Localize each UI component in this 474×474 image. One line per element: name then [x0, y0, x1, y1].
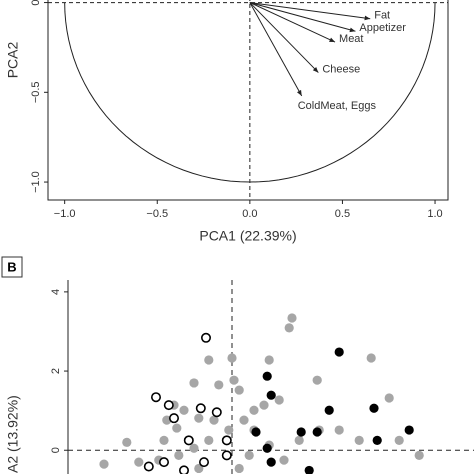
data-point: [279, 455, 289, 465]
data-point: [296, 427, 306, 437]
arrow-label: ColdMeat, Eggs: [298, 100, 377, 112]
loading-arrow: [249, 2, 319, 73]
data-point: [414, 450, 424, 460]
data-point: [209, 415, 219, 425]
data-point: [179, 465, 189, 474]
data-point: [174, 450, 184, 460]
data-point: [354, 435, 364, 445]
data-point: [151, 392, 162, 403]
data-point: [234, 385, 244, 395]
data-point: [259, 400, 269, 410]
data-point: [204, 435, 214, 445]
data-point: [366, 353, 376, 363]
data-point: [266, 457, 276, 467]
x-tick-label: 1.0: [427, 208, 442, 220]
data-point: [159, 435, 169, 445]
data-point: [169, 413, 180, 424]
y-tick-label: 2: [50, 368, 62, 374]
data-point: [172, 423, 182, 433]
data-point: [122, 437, 132, 447]
data-point: [384, 393, 394, 403]
data-point: [229, 375, 239, 385]
arrow-label: Fat: [374, 10, 390, 22]
data-point: [312, 427, 322, 437]
data-point: [312, 375, 322, 385]
arrow-label: Cheese: [322, 63, 360, 75]
data-point: [143, 461, 154, 472]
data-point: [369, 403, 379, 413]
data-point: [159, 457, 170, 468]
plot-frame: [47, 0, 449, 201]
data-point: [189, 378, 199, 388]
data-point: [284, 323, 294, 333]
x-tick-label: 0.5: [335, 208, 350, 220]
data-point: [334, 425, 344, 435]
arrow-head: [349, 27, 356, 33]
data-point: [394, 435, 404, 445]
data-point: [372, 435, 382, 445]
x-tick-label: 0.0: [242, 208, 257, 220]
data-point: [287, 313, 297, 323]
arrow-head: [296, 89, 302, 96]
data-point: [204, 355, 214, 365]
data-point: [334, 347, 344, 357]
panel-label: B: [7, 259, 16, 274]
data-point: [264, 355, 274, 365]
data-point: [214, 380, 224, 390]
arrow-head: [329, 37, 336, 43]
arrow-label: Meat: [339, 33, 363, 45]
x-axis-title: PCA1 (22.39%): [199, 228, 296, 244]
data-point: [183, 435, 194, 446]
data-point: [324, 405, 334, 415]
data-point: [239, 415, 249, 425]
arrow-label: Appetizer: [359, 22, 406, 34]
data-point: [262, 371, 272, 381]
data-point: [262, 443, 272, 453]
data-point: [404, 425, 414, 435]
data-point: [195, 403, 206, 414]
arrow-head: [312, 66, 319, 73]
data-point: [266, 390, 276, 400]
data-point: [134, 457, 144, 467]
y-tick-label: −0.5: [30, 81, 42, 103]
y-tick-label: −1.0: [30, 171, 42, 193]
loading-arrow: [249, 2, 356, 32]
loading-arrow: [249, 2, 336, 43]
y-axis-title: A2 (13.92%): [5, 395, 21, 473]
y-tick-label: 0: [30, 0, 42, 6]
data-point: [227, 353, 237, 363]
x-tick-label: −1.0: [54, 208, 76, 220]
data-point: [201, 332, 212, 343]
data-point: [179, 405, 189, 415]
arrow-head: [364, 15, 371, 21]
loading-arrow: [249, 2, 371, 20]
data-point: [221, 435, 232, 446]
data-point: [244, 450, 254, 460]
data-point: [304, 465, 314, 474]
data-point: [294, 435, 304, 445]
data-point: [224, 425, 234, 435]
data-point: [249, 405, 259, 415]
panel-label-box: [1, 256, 23, 278]
y-tick-label: 0: [50, 447, 62, 453]
data-point: [251, 427, 261, 437]
y-tick-label: 4: [50, 289, 62, 295]
data-point: [199, 457, 210, 468]
data-point: [194, 413, 204, 423]
y-axis-title: PCA2: [5, 42, 21, 79]
data-point: [274, 395, 284, 405]
data-point: [189, 443, 199, 453]
data-point: [211, 407, 222, 418]
loading-arrow: [249, 2, 303, 97]
data-point: [234, 463, 244, 474]
data-point: [99, 459, 109, 469]
data-point: [221, 450, 232, 461]
x-tick-label: −0.5: [146, 208, 168, 220]
data-point: [163, 400, 174, 411]
